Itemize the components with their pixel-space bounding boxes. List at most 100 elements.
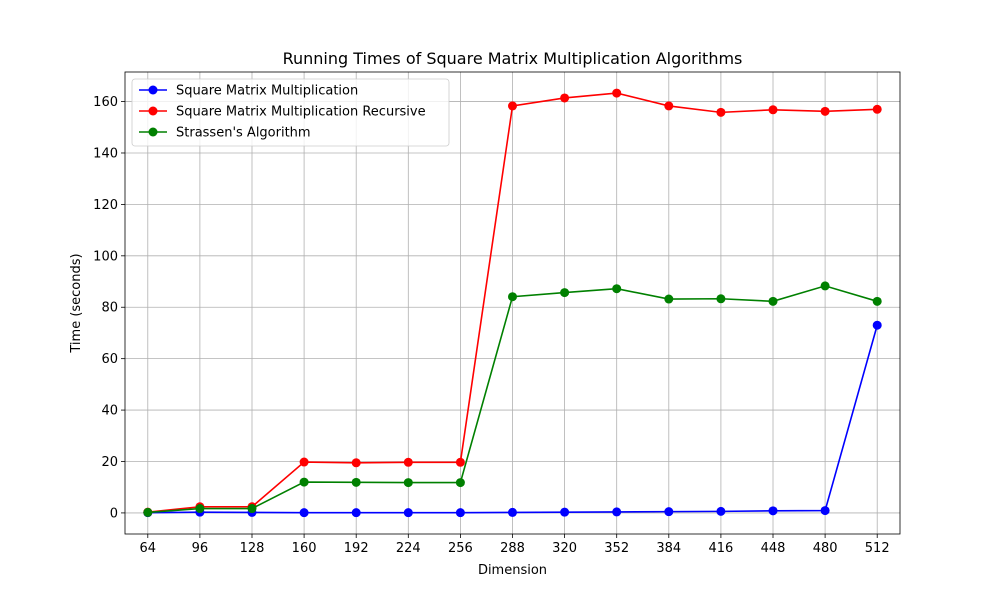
x-tick-label: 320 [552,541,577,556]
series-layer [143,88,882,518]
x-axis-label: Dimension [478,563,547,578]
x-tick-label: 448 [761,541,786,556]
x-tick: 64 [140,534,157,556]
x-tick-label: 512 [865,541,890,556]
data-point [768,506,778,516]
x-tick: 320 [552,534,577,556]
legend: Square Matrix Multiplication Square Matri… [131,78,450,147]
y-tick-label: 40 [101,404,118,419]
data-point [508,507,517,517]
x-tick: 192 [344,534,369,556]
data-point [403,508,413,518]
x-tick-label: 160 [292,541,317,556]
legend-label: Strassen's Algorithm [176,126,311,141]
data-point [560,507,570,517]
y-tick: 40 [101,404,125,419]
legend-marker [148,85,158,95]
data-point [768,105,778,115]
y-tick: 20 [101,455,125,470]
data-point [560,93,570,103]
x-tick-label: 416 [708,541,733,556]
legend-item: Square Matrix Multiplication Recursive [139,105,426,120]
data-point [820,281,830,291]
data-point [455,508,465,518]
x-tick: 224 [396,534,421,556]
data-point [664,101,674,111]
data-point [768,296,778,306]
x-tick-label: 192 [344,541,369,556]
y-axis-label: Time (seconds) [69,253,84,353]
x-tick-label: 288 [500,541,525,556]
data-point [195,504,205,514]
data-point [143,507,153,517]
x-tick: 448 [761,534,786,556]
data-point [664,294,674,304]
legend-marker [148,106,158,116]
data-point [299,457,309,467]
y-tick-label: 60 [101,352,118,367]
data-point [872,296,882,306]
y-tick-label: 120 [93,198,118,213]
data-point [455,478,465,488]
x-tick-label: 352 [604,541,629,556]
y-tick-label: 80 [101,301,118,316]
data-point [299,508,309,518]
x-tick: 352 [604,534,629,556]
data-point [612,284,622,294]
y-tick-label: 140 [93,146,118,161]
x-tick-label: 224 [396,541,421,556]
data-point [664,507,674,517]
data-point [351,477,361,487]
x-tick-label: 480 [813,541,838,556]
data-point [560,288,570,298]
x-tick: 512 [865,534,890,556]
y-tick: 140 [93,146,125,161]
legend-item: Strassen's Algorithm [139,126,311,141]
y-tick-label: 0 [110,506,118,521]
data-point [403,457,413,467]
legend-box [131,78,450,147]
y-tick: 120 [93,198,125,213]
y-tick-label: 160 [93,95,118,110]
data-point [820,506,830,516]
y-tick: 100 [93,249,125,264]
data-point [820,106,830,116]
x-tick: 128 [240,534,265,556]
data-point [716,294,726,304]
x-tick-label: 64 [140,541,157,556]
legend-item: Square Matrix Multiplication [139,84,358,99]
x-tick-label: 128 [240,541,265,556]
x-tick: 384 [656,534,681,556]
y-tick: 60 [101,352,125,367]
data-point [351,458,361,468]
data-point [716,107,726,117]
x-tick: 288 [500,534,525,556]
data-point [351,508,361,518]
legend-label: Square Matrix Multiplication Recursive [176,105,426,120]
y-tick: 160 [93,95,125,110]
y-tick-label: 100 [93,249,118,264]
legend-label: Square Matrix Multiplication [176,84,358,99]
x-tick-label: 256 [448,541,473,556]
x-tick: 256 [448,534,473,556]
legend-marker [148,127,158,137]
data-point [872,104,882,114]
data-point [508,292,517,302]
y-tick: 0 [110,506,125,521]
series-1 [143,88,882,517]
data-point [716,506,726,516]
series-2 [143,281,882,517]
x-tick: 416 [708,534,733,556]
data-point [455,457,465,467]
chart-title: Running Times of Square Matrix Multiplic… [283,49,743,68]
y-axis: 0 20 40 60 80 100 120 140 160 [93,95,125,521]
data-point [612,88,622,98]
x-tick: 480 [813,534,838,556]
y-tick-label: 20 [101,455,118,470]
data-point [299,477,309,487]
x-tick-label: 96 [192,541,209,556]
x-tick: 160 [292,534,317,556]
data-point [508,101,517,111]
x-tick: 96 [192,534,209,556]
